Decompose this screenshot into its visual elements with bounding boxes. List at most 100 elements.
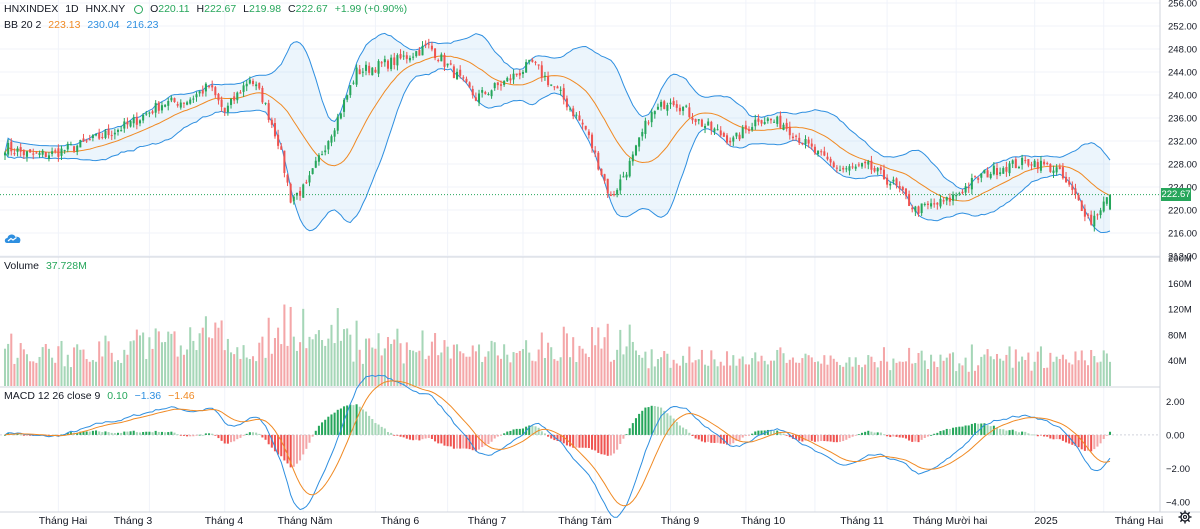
volume-bar [289,306,292,386]
symbol-name[interactable]: HNXINDEX [4,3,59,15]
volume-bar [29,361,32,386]
volume-bar [879,360,882,386]
bb-upper-value: 230.04 [87,19,120,31]
volume-bar [408,349,411,386]
volume-bar [1058,359,1061,386]
volume-bar [1002,360,1005,386]
macd-histogram-bar [936,432,939,435]
macd-legend[interactable]: MACD 12 26 close 9 0.10 −1.36 −1.46 [4,390,199,402]
candle-body [958,193,961,195]
bb-label[interactable]: BB 20 2 [4,19,42,31]
candle-body [842,167,845,170]
candle-body [760,120,763,124]
volume-bar [634,350,638,386]
time-tick-label: Tháng Năm [278,515,333,527]
candle-body [766,118,769,121]
volume-bar [145,358,148,386]
volume-bar [666,353,669,386]
price-tick-label: 232.00 [1168,137,1197,148]
candle-body [192,98,195,100]
candle-body [346,95,349,100]
volume-bar [44,344,47,386]
candle-body [926,203,929,205]
candle-body [738,134,741,140]
candle-body [879,167,882,171]
macd-histogram-bar [490,434,493,442]
candle-body [901,186,904,190]
time-tick-label: Tháng Mười hai [913,515,988,527]
macd-histogram-bar [1058,434,1061,440]
macd-histogram-bar [251,432,255,435]
macd-histogram-bar [747,434,751,436]
macd-histogram-bar [189,434,192,437]
candle-body [892,179,895,182]
candle-body [1108,194,1112,210]
macd-histogram-bar [967,425,970,435]
macd-histogram-bar [346,405,349,435]
macd-histogram-bar [741,434,744,438]
macd-histogram-bar [374,423,377,435]
candle-body [1065,176,1068,183]
volume-bar [964,357,967,386]
macd-histogram-bar [242,434,245,436]
candle-body [518,72,521,76]
macd-histogram-bar [1071,434,1074,445]
candle-body [616,190,619,195]
gear-icon[interactable] [1178,510,1192,524]
macd-histogram-bar [280,434,283,457]
candle-body [60,148,63,156]
candle-body [565,98,568,108]
volume-bar [669,367,672,386]
volume-bar [421,330,424,386]
volume-bar [1052,361,1055,386]
volume-bar [35,362,38,386]
volume-series [3,304,1112,386]
volume-bar [336,308,339,386]
volume-bar [930,354,933,386]
interval-label[interactable]: 1D [65,3,79,15]
candle-body [540,65,543,78]
macd-histogram-bar [195,434,198,436]
candle-body [826,156,829,160]
volume-bar [160,342,163,386]
volume-bar [101,356,104,386]
volume-bar [107,341,110,386]
grid-lines [0,0,1200,513]
candle-body [1005,166,1008,172]
candle-body [722,133,725,137]
macd-histogram-bar [1030,434,1033,436]
candle-body [886,177,889,185]
volume-bar [854,357,857,386]
candle-body [779,115,782,128]
macd-histogram-bar [361,409,364,435]
macd-histogram-bar [631,423,634,435]
tradingview-cloud-icon[interactable] [4,232,22,244]
volume-bar [955,371,958,386]
macd-histogram-bar [176,434,179,436]
bb-legend[interactable]: BB 20 2 223.13 230.04 216.23 [4,19,163,31]
macd-histogram-bar [569,434,572,447]
macd-histogram-bar [839,434,842,442]
candle-body [217,93,220,101]
macd-histogram-bar [964,425,967,435]
volume-label[interactable]: Volume [4,260,40,272]
volume-legend[interactable]: Volume 37.728M [4,260,91,272]
volume-bar [773,360,776,386]
candle-body [992,165,995,175]
volume-bar [308,336,311,386]
volume-bar [477,344,481,386]
candle-body [317,155,320,162]
macd-label[interactable]: MACD 12 26 close 9 [4,390,101,402]
macd-histogram-bar [773,430,776,435]
macd-histogram-bar [531,425,534,435]
candle-body [732,137,735,142]
volume-value: 37.728M [45,260,87,272]
macd-histogram-bar [845,434,848,440]
volume-bar [208,337,211,386]
macd-histogram-bar [534,426,537,435]
macd-histogram-bar [682,427,685,435]
macd-histogram-bar [499,434,503,436]
macd-histogram-bar [1099,434,1102,444]
macd-histogram-bar [255,432,258,435]
